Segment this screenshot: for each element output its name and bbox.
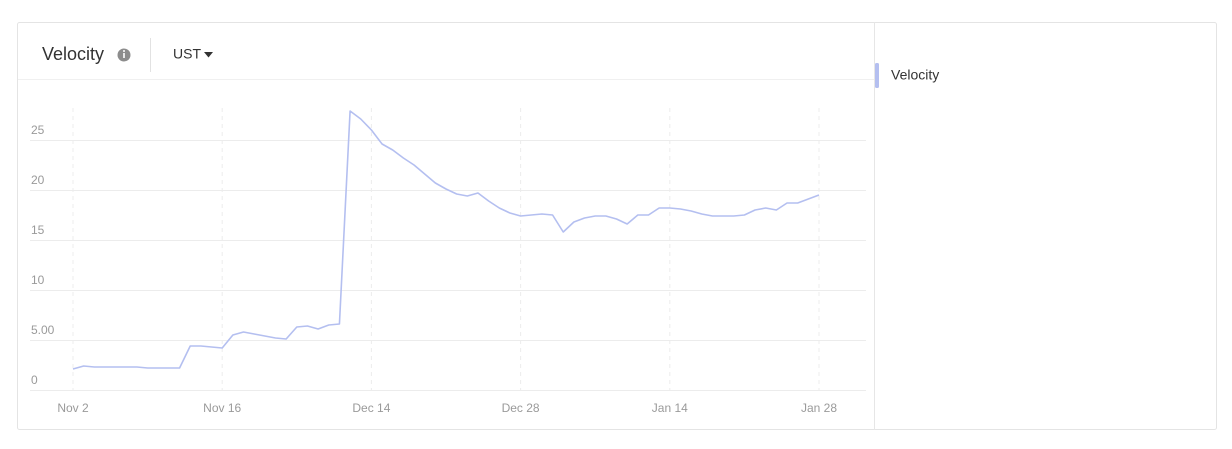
x-tick-label: Jan 28	[801, 401, 837, 415]
y-tick-label: 20	[31, 173, 45, 187]
unit-dropdown[interactable]: UST	[173, 46, 213, 62]
legend-label: Velocity	[891, 67, 939, 83]
y-tick-label: 5.00	[31, 323, 55, 337]
chart-title: Velocity	[42, 44, 104, 64]
x-tick-label: Nov 16	[203, 401, 241, 415]
x-tick-label: Dec 28	[502, 401, 540, 415]
info-icon[interactable]	[117, 48, 131, 62]
x-tick-label: Jan 14	[652, 401, 688, 415]
dropdown-label: UST	[173, 46, 201, 62]
y-tick-label: 15	[31, 223, 45, 237]
legend-swatch	[875, 63, 879, 88]
series-line	[72, 110, 820, 370]
y-tick-label: 10	[31, 273, 45, 287]
y-tick-label: 25	[31, 123, 45, 137]
x-tick-label: Nov 2	[57, 401, 89, 415]
card	[17, 22, 1217, 430]
x-tick-label: Dec 14	[352, 401, 390, 415]
y-tick-label: 0	[31, 373, 38, 387]
